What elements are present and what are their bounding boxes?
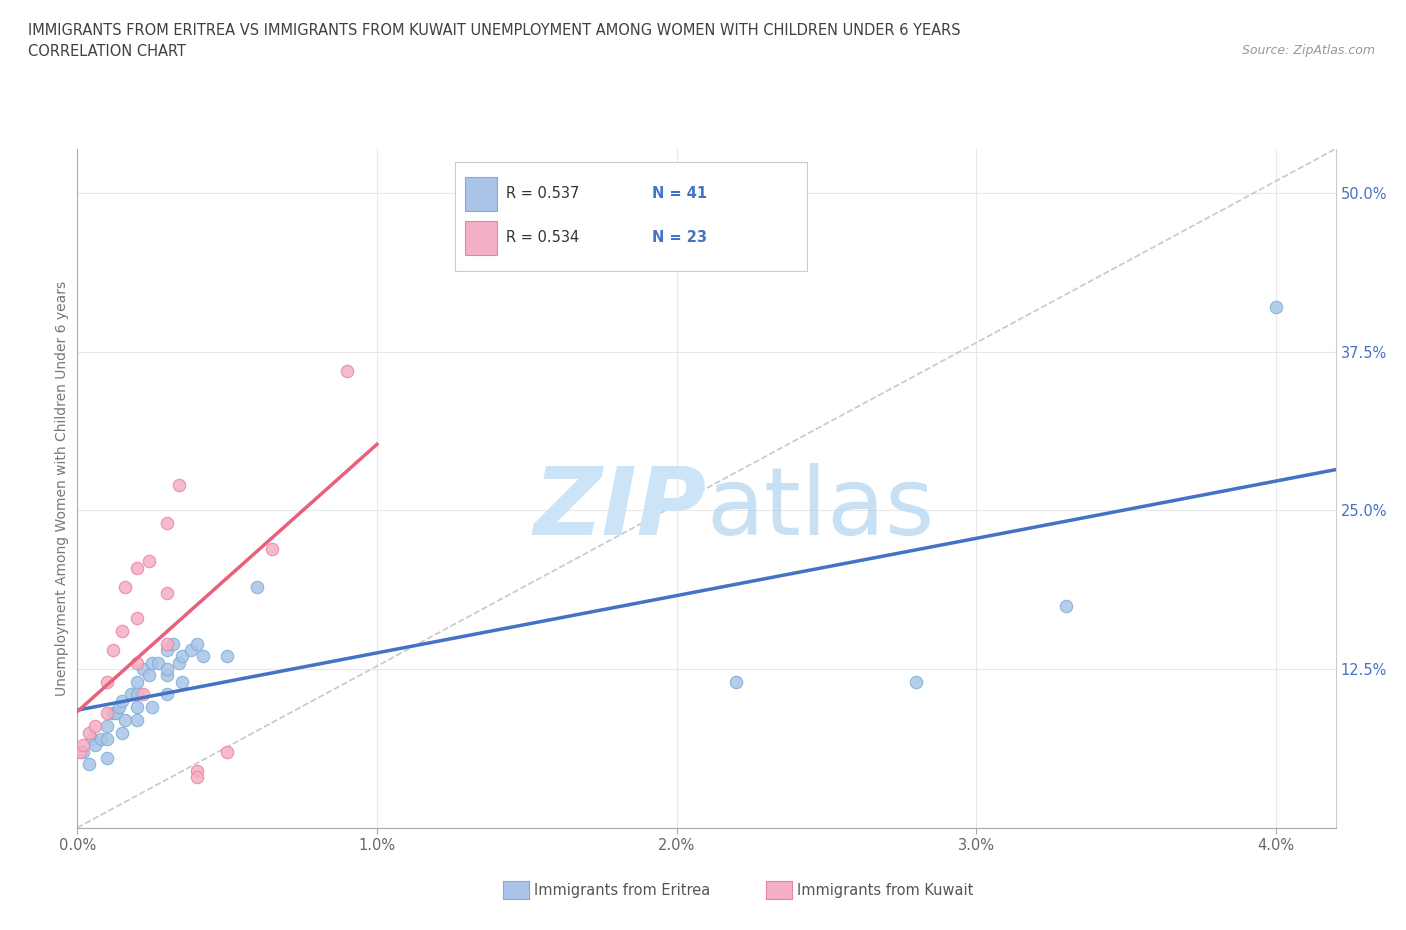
Point xyxy=(103,706,125,721)
Point xyxy=(127,674,149,689)
Y-axis label: Unemployment Among Women with Children Under 6 years: Unemployment Among Women with Children U… xyxy=(55,281,69,696)
Point xyxy=(127,611,149,626)
Point xyxy=(96,706,118,721)
Point xyxy=(96,719,118,734)
Point xyxy=(167,478,190,493)
Text: atlas: atlas xyxy=(707,462,935,554)
Point xyxy=(111,694,134,709)
Text: Immigrants from Kuwait: Immigrants from Kuwait xyxy=(797,883,973,897)
Point xyxy=(96,751,118,765)
Point xyxy=(127,560,149,575)
Point xyxy=(246,579,269,594)
Point xyxy=(69,744,91,759)
Text: Source: ZipAtlas.com: Source: ZipAtlas.com xyxy=(1241,44,1375,57)
Point xyxy=(186,769,208,784)
Point xyxy=(127,712,149,727)
Point xyxy=(96,731,118,746)
Point xyxy=(156,643,179,658)
Point xyxy=(84,737,107,752)
Point xyxy=(217,649,239,664)
Point xyxy=(79,725,101,740)
Point xyxy=(156,668,179,683)
Point xyxy=(141,699,163,714)
Point xyxy=(167,656,190,671)
Point xyxy=(127,656,149,671)
Point xyxy=(186,636,208,651)
Point xyxy=(103,643,125,658)
Point xyxy=(114,579,136,594)
Text: ZIP: ZIP xyxy=(534,462,707,554)
Point xyxy=(156,661,179,676)
Point xyxy=(132,661,155,676)
Point xyxy=(72,744,94,759)
Point xyxy=(148,656,170,671)
Point xyxy=(79,757,101,772)
Point xyxy=(108,699,131,714)
Point xyxy=(82,731,104,746)
Point xyxy=(127,687,149,702)
Point xyxy=(180,643,202,658)
Point xyxy=(725,674,748,689)
Text: CORRELATION CHART: CORRELATION CHART xyxy=(28,44,186,59)
Point xyxy=(156,586,179,601)
Point xyxy=(114,712,136,727)
Point xyxy=(105,706,128,721)
Point xyxy=(96,674,118,689)
Point xyxy=(84,719,107,734)
Point xyxy=(905,674,928,689)
Text: Immigrants from Eritrea: Immigrants from Eritrea xyxy=(534,883,710,897)
Point xyxy=(90,731,112,746)
Point xyxy=(138,553,160,568)
Point xyxy=(111,725,134,740)
Point xyxy=(132,687,155,702)
Point xyxy=(172,674,194,689)
Point xyxy=(1054,598,1077,613)
Point xyxy=(138,668,160,683)
Point xyxy=(156,687,179,702)
Point xyxy=(1264,300,1286,315)
Point xyxy=(141,656,163,671)
Point xyxy=(120,687,142,702)
Point xyxy=(111,624,134,639)
Text: IMMIGRANTS FROM ERITREA VS IMMIGRANTS FROM KUWAIT UNEMPLOYMENT AMONG WOMEN WITH : IMMIGRANTS FROM ERITREA VS IMMIGRANTS FR… xyxy=(28,23,960,38)
Point xyxy=(186,764,208,778)
Point xyxy=(262,541,284,556)
Point xyxy=(127,699,149,714)
Point xyxy=(191,649,214,664)
Point xyxy=(172,649,194,664)
Point xyxy=(72,737,94,752)
Point xyxy=(162,636,184,651)
Point xyxy=(217,744,239,759)
Point xyxy=(156,516,179,531)
Point xyxy=(156,636,179,651)
Point xyxy=(336,364,359,379)
